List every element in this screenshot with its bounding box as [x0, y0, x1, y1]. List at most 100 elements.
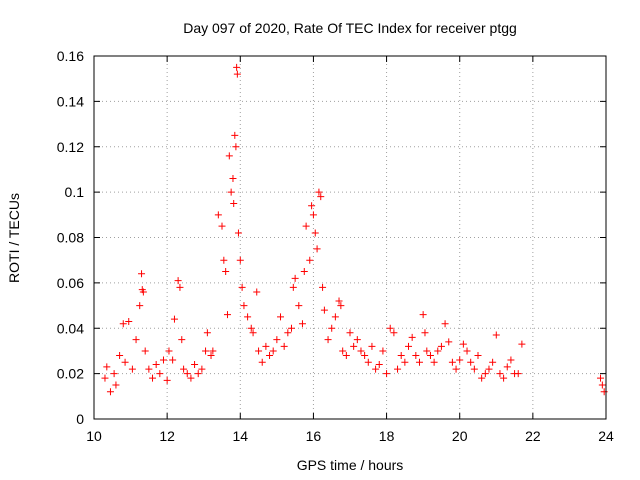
data-point: [496, 370, 504, 378]
data-point: [234, 229, 242, 237]
y-tick-label: 0.06: [57, 275, 84, 291]
data-point: [225, 152, 233, 160]
data-point: [412, 351, 420, 359]
data-point: [357, 347, 365, 355]
data-point: [441, 320, 449, 328]
data-point: [295, 302, 303, 310]
data-point: [401, 358, 409, 366]
x-tick-label: 12: [159, 428, 175, 444]
data-point: [394, 365, 402, 373]
data-point: [313, 245, 321, 253]
data-point: [180, 365, 188, 373]
data-point: [145, 365, 153, 373]
data-point: [269, 347, 277, 355]
data-point: [328, 324, 336, 332]
data-point: [319, 283, 327, 291]
x-tick-label: 18: [379, 428, 395, 444]
data-point: [152, 361, 160, 369]
data-point: [138, 270, 146, 278]
data-point: [430, 358, 438, 366]
data-point: [136, 302, 144, 310]
data-point: [419, 311, 427, 319]
data-point: [300, 268, 308, 276]
data-point: [247, 324, 255, 332]
data-point: [309, 211, 317, 219]
data-point: [324, 336, 332, 344]
data-point: [315, 188, 323, 196]
data-point: [311, 229, 319, 237]
data-point: [139, 288, 147, 296]
data-point: [103, 363, 111, 371]
data-point: [214, 211, 222, 219]
grid-lines: [94, 56, 606, 419]
data-point: [350, 342, 358, 350]
data-point: [308, 202, 316, 210]
y-tick-label: 0: [76, 411, 84, 427]
data-point: [383, 370, 391, 378]
data-point: [397, 351, 405, 359]
data-point: [191, 361, 199, 369]
data-point: [423, 347, 431, 355]
data-point: [231, 131, 239, 139]
data-point: [209, 347, 217, 355]
data-point: [170, 315, 178, 323]
data-point: [110, 370, 118, 378]
data-point: [386, 324, 394, 332]
data-point: [372, 365, 380, 373]
data-point: [353, 336, 361, 344]
data-point: [518, 340, 526, 348]
data-point: [194, 370, 202, 378]
data-point: [474, 351, 482, 359]
data-point: [514, 370, 522, 378]
data-point: [597, 374, 605, 382]
data-point: [463, 347, 471, 355]
data-point: [337, 302, 345, 310]
data-point: [485, 365, 493, 373]
data-point: [405, 342, 413, 350]
data-point: [128, 365, 136, 373]
data-point: [218, 222, 226, 230]
data-point: [434, 347, 442, 355]
data-point: [492, 331, 500, 339]
data-point: [280, 342, 288, 350]
data-point: [227, 188, 235, 196]
y-axis-title: ROTI / TECUs: [6, 193, 22, 283]
data-point: [470, 365, 478, 373]
data-point: [229, 175, 237, 183]
data-point: [364, 358, 372, 366]
data-point: [481, 370, 489, 378]
data-point: [478, 374, 486, 382]
data-point: [302, 222, 310, 230]
data-point: [331, 313, 339, 321]
data-point: [101, 374, 109, 382]
data-point: [335, 297, 343, 305]
data-point: [220, 256, 228, 264]
data-point: [187, 374, 195, 382]
data-point: [253, 288, 261, 296]
data-point: [203, 329, 211, 337]
data-point: [598, 381, 606, 389]
x-tick-label: 10: [86, 428, 102, 444]
data-point: [198, 365, 206, 373]
data-point: [298, 320, 306, 328]
data-point: [106, 388, 114, 396]
data-point: [426, 351, 434, 359]
data-point: [141, 347, 149, 355]
data-point: [119, 320, 127, 328]
x-tick-label: 16: [306, 428, 322, 444]
data-point: [273, 336, 281, 344]
x-tick-label: 24: [598, 428, 614, 444]
data-point: [445, 338, 453, 346]
data-point: [287, 324, 295, 332]
data-point: [163, 376, 171, 384]
data-point: [503, 363, 511, 371]
data-point: [262, 342, 270, 350]
data-point: [236, 256, 244, 264]
y-tick-label: 0.08: [57, 230, 84, 246]
data-point: [317, 193, 325, 201]
chart-title: Day 097 of 2020, Rate Of TEC Index for r…: [183, 20, 517, 36]
data-point: [361, 351, 369, 359]
data-point: [448, 358, 456, 366]
data-point: [507, 356, 515, 364]
